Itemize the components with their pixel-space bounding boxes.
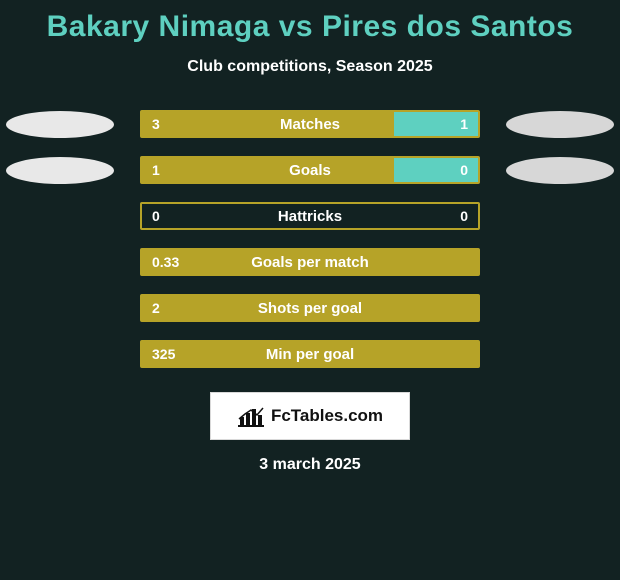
page-title: Bakary Nimaga vs Pires dos Santos (0, 0, 620, 44)
stat-row: Goals per match0.33 (0, 244, 620, 290)
stat-bar-track: Matches31 (140, 110, 480, 138)
stat-bar-fill-right (394, 112, 478, 136)
stat-bar-track: Goals per match0.33 (140, 248, 480, 276)
logo-text: FcTables.com (271, 406, 383, 426)
comparison-infographic: Bakary Nimaga vs Pires dos Santos Club c… (0, 0, 620, 580)
stat-bar-fill-left (142, 112, 394, 136)
stat-bar-fill-right (394, 158, 478, 182)
player-right-marker (506, 157, 614, 184)
logo-box: FcTables.com (210, 392, 410, 440)
player-right-marker (506, 111, 614, 138)
bar-chart-icon (237, 405, 265, 427)
stat-row: Min per goal325 (0, 336, 620, 382)
stat-bar-track: Shots per goal2 (140, 294, 480, 322)
stats-container: Matches31 Goals10 Hattricks0 0 Goals per mat… (0, 106, 620, 382)
stat-value-right: 0 (460, 204, 468, 228)
page-subtitle: Club competitions, Season 2025 (0, 58, 620, 76)
stat-value-left: 0 (152, 204, 160, 228)
stat-row: Shots per goal2 (0, 290, 620, 336)
player-left-marker (6, 157, 114, 184)
stat-bar-fill-left (142, 342, 478, 366)
stat-bar-track: Min per goal325 (140, 340, 480, 368)
stat-bar-fill-left (142, 250, 478, 274)
stat-row: Goals10 (0, 152, 620, 198)
stat-bar-fill-left (142, 158, 394, 182)
stat-row: Hattricks0 0 (0, 198, 620, 244)
stat-label: Hattricks (142, 204, 478, 228)
stat-bar-fill-left (142, 296, 478, 320)
stat-row: Matches31 (0, 106, 620, 152)
stat-bar-track: Hattricks0 0 (140, 202, 480, 230)
footer-date: 3 march 2025 (0, 456, 620, 474)
stat-bar-track: Goals10 (140, 156, 480, 184)
player-left-marker (6, 111, 114, 138)
